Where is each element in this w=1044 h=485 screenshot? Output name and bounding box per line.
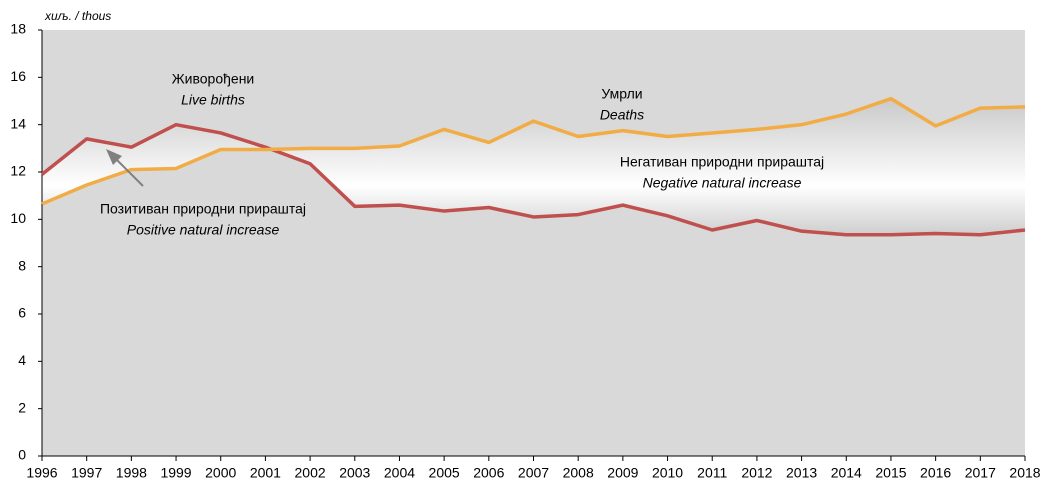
difference-band: [42, 98, 1025, 235]
x-tick-label: 2009: [607, 465, 638, 481]
x-tick-label: 2007: [518, 465, 549, 481]
y-tick-label: 6: [18, 305, 26, 321]
x-tick-label: 2018: [1009, 465, 1040, 481]
y-tick-label: 16: [10, 68, 26, 84]
series-line: [41, 96, 1026, 206]
y-tick-label: 8: [18, 257, 26, 273]
annotation-en: Negative natural increase: [643, 175, 802, 191]
x-tick-label: 2003: [339, 465, 370, 481]
x-tick-label: 2012: [741, 465, 772, 481]
x-tick-label: 2011: [697, 465, 727, 481]
x-tick-label: 1999: [160, 465, 191, 481]
annotation-en: Deaths: [600, 107, 644, 123]
x-tick-label: 2008: [563, 465, 594, 481]
y-tick-label: 4: [18, 352, 26, 368]
x-tick-label: 2005: [429, 465, 460, 481]
x-tick-label: 1996: [26, 465, 57, 481]
y-unit-label: хиљ. / thous: [44, 9, 111, 23]
x-tick-label: 2013: [786, 465, 817, 481]
x-tick-label: 2017: [965, 465, 996, 481]
x-tick-label: 2010: [652, 465, 683, 481]
x-tick-label: 1998: [116, 465, 147, 481]
y-tick-label: 12: [10, 163, 26, 179]
annotation: Негативан природни прираштај: [620, 154, 824, 170]
x-tick-label: 2000: [205, 465, 236, 481]
y-tick-label: 14: [10, 115, 26, 131]
annotation: Позитиван природни прираштај: [100, 201, 306, 217]
x-tick-label: 2001: [250, 465, 281, 481]
x-tick-label: 2004: [384, 465, 415, 481]
x-tick-label: 2015: [875, 465, 906, 481]
y-tick-label: 2: [18, 399, 26, 415]
arrow-shaft: [114, 157, 144, 187]
series-line: [40, 122, 1026, 237]
annotation-en: Live births: [181, 92, 245, 108]
x-tick-label: 2006: [473, 465, 504, 481]
y-tick-label: 18: [10, 21, 26, 37]
x-tick-label: 2016: [920, 465, 951, 481]
y-tick-label: 10: [10, 210, 26, 226]
x-tick-label: 2002: [295, 465, 326, 481]
y-tick-label: 0: [18, 447, 26, 463]
annotation-en: Positive natural increase: [127, 222, 280, 238]
x-tick-label: 1997: [71, 465, 102, 481]
x-tick-label: 2014: [831, 465, 862, 481]
annotation: Умрли: [601, 86, 642, 102]
arrow-head: [106, 149, 122, 165]
annotation: Живорођени: [172, 71, 255, 87]
plot-background: [42, 30, 1025, 456]
